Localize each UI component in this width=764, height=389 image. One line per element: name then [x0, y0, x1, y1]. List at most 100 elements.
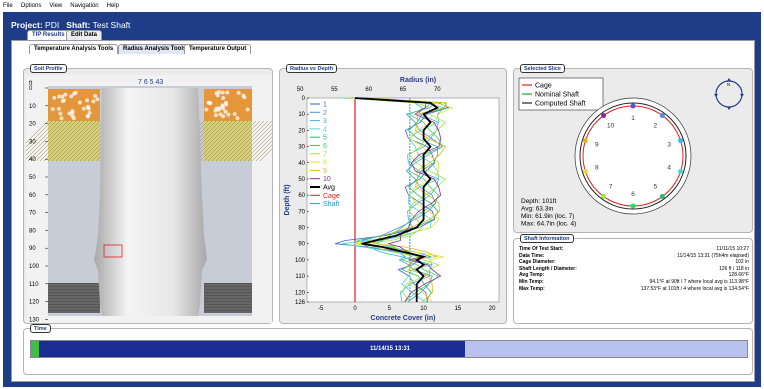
info-key: Cage Diameter: — [519, 259, 556, 266]
slice-point-dot — [660, 113, 665, 118]
top-tick-label: 50 — [297, 87, 304, 93]
soil-layer-rock-left — [48, 283, 100, 313]
soil-depth-tick: 10 — [29, 104, 36, 110]
menu-help[interactable]: Help — [107, 3, 119, 9]
soil-layer-rock-right — [204, 283, 252, 313]
tab-temperature-analysis[interactable]: Temperature Analysis Tools — [29, 44, 118, 54]
y-tick-label: 90 — [298, 242, 305, 248]
y-tick-label: 80 — [298, 226, 305, 232]
y-tick-label: 10 — [298, 112, 305, 118]
legend-label: 1 — [323, 102, 327, 109]
menu-navigation[interactable]: Navigation — [70, 3, 98, 9]
slice-point-label: 5 — [654, 184, 658, 191]
info-value: 11/14/15 13:31 (75h4m elapsed) — [677, 253, 749, 260]
soil-depth-tick: 130 — [29, 317, 40, 323]
menu-options[interactable]: Options — [21, 3, 42, 9]
soil-profile-plot: 7 6 5 43 ft 0102030405060708090100110120… — [26, 75, 272, 323]
soil-profile-title: Soil Profile — [30, 64, 67, 73]
top-tick-label: 60 — [365, 87, 372, 93]
y-tick-label: 100 — [295, 258, 306, 264]
tab-radius-analysis[interactable]: Radius Analysis Tools — [118, 44, 191, 54]
y-tick-label: 50 — [298, 177, 305, 183]
menu-bar: File Options View Navigation Help — [0, 0, 764, 12]
legend-label: 2 — [323, 110, 327, 117]
menu-file[interactable]: File — [3, 3, 13, 9]
slice-legend-label: Computed Shaft — [535, 101, 586, 108]
slice-point-label: 9 — [595, 141, 599, 148]
info-value: 137.53°F at 101ft / 4 where local avg is… — [641, 286, 749, 293]
sensor-labels: 7 6 5 43 — [138, 79, 163, 86]
info-key: Time Of Test Start: — [519, 246, 563, 253]
slice-point-dot — [601, 194, 606, 199]
shaft-info-table: Time Of Test Start: 11/11/15 10:27 Data Ti… — [516, 246, 752, 292]
slice-point-dot — [678, 138, 683, 143]
tab-temperature-output[interactable]: Temperature Output — [184, 44, 251, 54]
bottom-tick-label: 5 — [388, 306, 392, 312]
soil-depth-tick: 120 — [29, 300, 40, 306]
slice-point-label: 8 — [595, 165, 599, 172]
shaft-info-panel: Shaft Information Time Of Test Start: 11/… — [513, 238, 753, 324]
slice-stat: Min: 61.9in (loc. 7) — [521, 213, 574, 220]
legend-label: 7 — [323, 151, 327, 158]
top-tick-label: 65 — [400, 87, 407, 93]
info-row: Data Time: 11/14/15 13:31 (75h4m elapsed) — [516, 253, 752, 260]
y-tick-label: 20 — [298, 128, 305, 134]
soil-depth-tick: 60 — [29, 193, 36, 199]
slice-point-label: 4 — [667, 165, 671, 172]
bottom-tick-label: 10 — [420, 306, 427, 312]
info-row: Shaft Length / Diameter: 126 ft / 118 in — [516, 266, 752, 273]
shaft-name: Test Shaft — [93, 20, 131, 30]
soil-depth-tick: 40 — [29, 157, 36, 163]
y-tick-label: 126 — [295, 300, 306, 306]
y-tick-label: 120 — [295, 290, 306, 296]
soil-depth-tick: 70 — [29, 211, 36, 217]
legend-label: 3 — [323, 118, 327, 125]
menu-view[interactable]: View — [49, 3, 62, 9]
info-key: Shaft Length / Diameter: — [519, 266, 577, 273]
time-panel: Time 11/14/15 13:31 — [23, 328, 753, 375]
tab-tip-results[interactable]: TIP Results — [27, 30, 70, 40]
slice-point-label: 10 — [607, 122, 615, 129]
legend-label: Cage — [323, 193, 340, 200]
info-key: Data Time: — [519, 253, 544, 260]
project-header: Project: PDI Shaft: Test Shaft — [11, 20, 130, 30]
soil-profile-panel: Soil Profile 7 — [23, 68, 273, 324]
time-slider[interactable]: 11/14/15 13:31 — [30, 340, 748, 358]
slice-point-label: 7 — [609, 184, 613, 191]
info-value: 126 ft / 118 in — [719, 266, 749, 273]
legend-label: 9 — [323, 168, 327, 175]
shaft-info-title: Shaft Information — [520, 234, 574, 243]
shaft-3d-model — [94, 88, 207, 316]
slice-point-dot — [583, 138, 588, 143]
slice-point-dot — [660, 194, 665, 199]
soil-depth-tick: 100 — [29, 264, 40, 270]
soil-depth-tick: 20 — [29, 122, 36, 128]
radius-depth-panel: Radius vs Depth Radius (in) 50 55 60 65 70 -5 0… — [279, 68, 507, 324]
slice-point-dot — [583, 169, 588, 174]
info-value: 94.1°F at 90ft / 7 where local avg is 11… — [649, 279, 749, 286]
y-tick-label: 110 — [295, 274, 305, 280]
bottom-tick-label: 20 — [489, 306, 496, 312]
slice-stat: Max: 64.7in (loc. 4) — [521, 221, 576, 228]
compass-north-label: N — [727, 82, 730, 87]
legend-label: Shaft — [323, 201, 339, 208]
shaft-label: Shaft: — [66, 20, 90, 30]
content-area: Temperature Analysis Tools Radius Analys… — [11, 40, 755, 382]
slice-point-dot — [631, 204, 636, 209]
tab-edit-data[interactable]: Edit Data — [66, 30, 102, 40]
info-row: Cage Diameter: 102 in — [516, 259, 752, 266]
x-axis-label: Concrete Cover (in) — [371, 315, 436, 322]
y-tick-label: 0 — [302, 96, 306, 102]
bottom-tick-label: 0 — [353, 306, 357, 312]
slice-stat: Avg: 63.3in — [521, 206, 554, 213]
radius-depth-title: Radius vs Depth — [286, 64, 337, 73]
bottom-tick-label: -5 — [318, 306, 324, 312]
info-key: Max Temp: — [519, 286, 545, 293]
legend-label: 6 — [323, 143, 327, 150]
soil-depth-tick: 110 — [29, 282, 39, 288]
slice-point-dot — [631, 104, 636, 109]
slice-plot: CageNominal ShaftComputed ShaftN12345678… — [515, 74, 753, 232]
y-tick-label: 40 — [298, 161, 305, 167]
selected-slice-panel: Selected Slice Cage Nominal Shaft Computed… — [513, 68, 753, 233]
time-value: 11/14/15 13:31 — [31, 341, 749, 357]
